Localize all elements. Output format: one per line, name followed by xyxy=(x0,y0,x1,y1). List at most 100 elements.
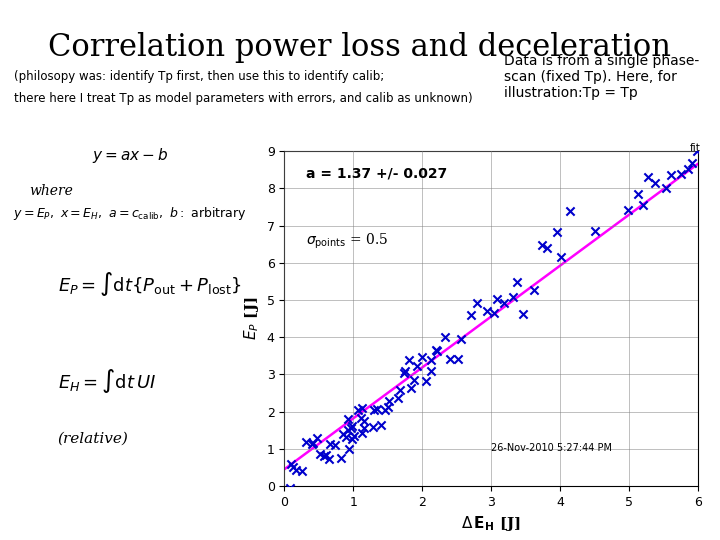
Point xyxy=(551,227,562,236)
Point xyxy=(465,310,477,319)
Point xyxy=(285,460,297,468)
Point xyxy=(431,345,442,354)
Point xyxy=(408,376,419,384)
Point xyxy=(488,308,500,317)
Point xyxy=(290,465,302,474)
Point xyxy=(589,226,600,235)
Point xyxy=(342,415,354,423)
Point xyxy=(335,454,346,462)
Point xyxy=(425,367,436,375)
Point xyxy=(556,252,567,261)
Point xyxy=(318,451,330,460)
Point xyxy=(348,431,360,440)
Point xyxy=(312,433,323,442)
Text: (philosopy was: identify Tp first, then use this to identify calib;: (philosopy was: identify Tp first, then … xyxy=(14,70,384,83)
Point xyxy=(400,367,411,375)
Point xyxy=(346,435,358,443)
Point xyxy=(498,299,510,307)
Point xyxy=(323,455,335,463)
Point xyxy=(444,355,455,363)
Text: $E_P = \int {\rm d}t\{P_{\rm out} + P_{\rm lost}\}$: $E_P = \int {\rm d}t\{P_{\rm out} + P_{\… xyxy=(58,270,242,298)
Point xyxy=(660,184,672,193)
Point xyxy=(403,356,415,365)
Point xyxy=(642,173,654,181)
Point xyxy=(425,356,436,364)
Point xyxy=(287,463,298,471)
Text: a = 1.37 +/- 0.027: a = 1.37 +/- 0.027 xyxy=(307,166,448,180)
Y-axis label: $E_P$ [J]: $E_P$ [J] xyxy=(242,297,261,340)
Text: 26-Nov-2010 5:27:44 PM: 26-Nov-2010 5:27:44 PM xyxy=(491,442,613,453)
Point xyxy=(343,444,355,453)
Point xyxy=(367,423,379,431)
Point xyxy=(698,140,709,149)
Point xyxy=(536,240,547,249)
Text: $\sigma_{\rm points}$ = 0.5: $\sigma_{\rm points}$ = 0.5 xyxy=(307,231,389,251)
Point xyxy=(300,438,312,447)
Point xyxy=(306,440,318,449)
Point xyxy=(353,406,364,414)
X-axis label: $\Delta\,\mathbf{E_H}$ [J]: $\Delta\,\mathbf{E_H}$ [J] xyxy=(462,514,521,534)
Point xyxy=(675,170,686,179)
Point xyxy=(691,147,703,156)
Point xyxy=(394,386,405,394)
Text: where: where xyxy=(29,184,73,198)
Point xyxy=(398,369,410,377)
Point xyxy=(541,244,553,252)
Point xyxy=(665,171,677,179)
Point xyxy=(439,333,451,341)
Text: $y = ax - b$: $y = ax - b$ xyxy=(91,146,168,165)
Point xyxy=(343,426,354,434)
Point xyxy=(416,352,428,361)
Point xyxy=(356,403,367,412)
Text: $y=E_P,\ x=E_H,\ a=c_{\rm calib},\ b:\ {\rm arbitrary}$: $y=E_P,\ x=E_H,\ a=c_{\rm calib},\ b:\ {… xyxy=(13,205,246,222)
Point xyxy=(623,206,634,215)
Point xyxy=(307,438,319,447)
Point xyxy=(383,396,395,405)
Point xyxy=(511,277,523,286)
Point xyxy=(452,354,464,363)
Point xyxy=(358,424,369,433)
Text: (relative): (relative) xyxy=(58,432,128,446)
Point xyxy=(632,190,644,198)
Point xyxy=(375,421,387,430)
Point xyxy=(405,384,416,393)
Point xyxy=(358,417,369,426)
Point xyxy=(382,403,394,411)
Point xyxy=(369,406,380,414)
Text: Data is from a single phase-
scan (fixed Tp). Here, for
illustration:Tp = Tp: Data is from a single phase- scan (fixed… xyxy=(504,54,699,100)
Point xyxy=(507,293,518,301)
Point xyxy=(346,421,358,430)
Point xyxy=(314,450,325,459)
Text: fit: fit xyxy=(690,143,701,153)
Point xyxy=(431,346,443,355)
Point xyxy=(481,306,492,315)
Point xyxy=(284,483,296,492)
Point xyxy=(420,376,431,385)
Point xyxy=(682,165,693,173)
Point xyxy=(329,440,341,449)
Point xyxy=(528,286,540,295)
Point xyxy=(297,467,308,475)
Point xyxy=(686,158,698,167)
Point xyxy=(456,335,467,343)
Point xyxy=(492,294,503,303)
Point xyxy=(471,299,482,308)
Point xyxy=(320,451,332,460)
Point xyxy=(356,413,367,422)
Point xyxy=(392,394,403,403)
Point xyxy=(346,424,357,433)
Point xyxy=(379,406,390,415)
Point xyxy=(356,429,368,437)
Point xyxy=(371,404,382,413)
Point xyxy=(412,361,423,370)
Point xyxy=(564,207,576,215)
Point xyxy=(324,440,336,449)
Point xyxy=(518,309,529,318)
Text: there here I treat Tp as model parameters with errors, and calib as unknown): there here I treat Tp as model parameter… xyxy=(14,92,473,105)
Point xyxy=(649,178,661,187)
Point xyxy=(340,432,351,441)
Point xyxy=(338,430,349,438)
Text: $E_H = \int {\rm d}t\, UI$: $E_H = \int {\rm d}t\, UI$ xyxy=(58,367,156,395)
Point xyxy=(637,201,649,210)
Text: Correlation power loss and deceleration: Correlation power loss and deceleration xyxy=(48,32,672,63)
